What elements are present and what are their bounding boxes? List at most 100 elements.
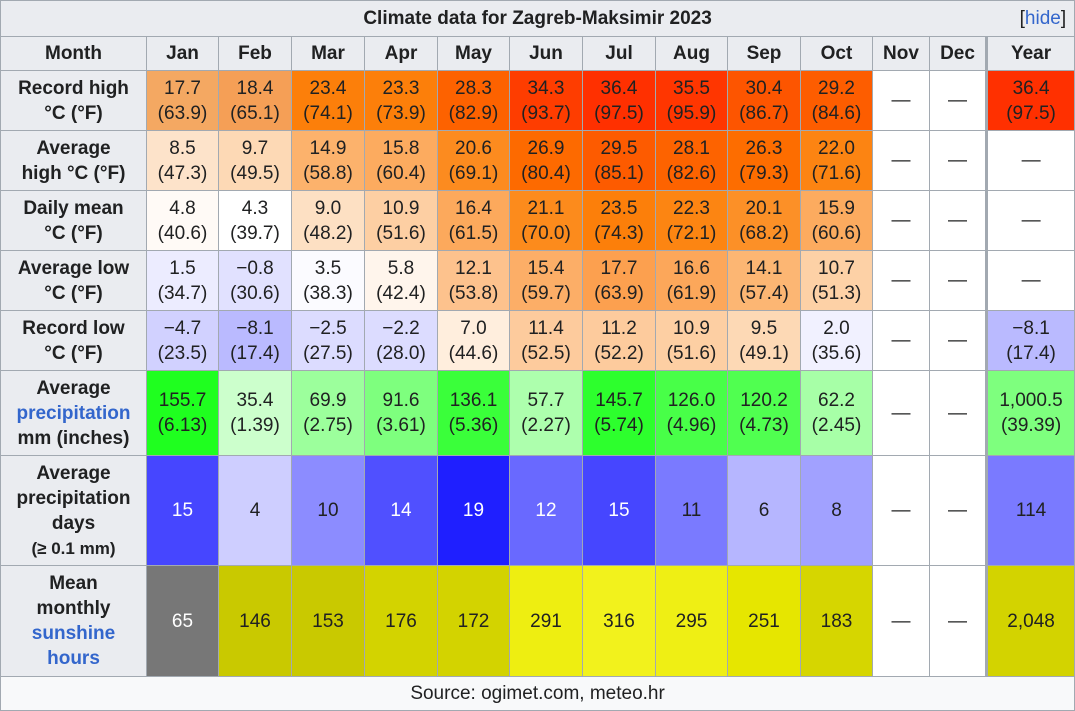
cell-value-secondary: (61.9): [666, 282, 717, 304]
row-record-high: Record high °C (°F) 17.7 (63.9) 18.4 (65.1) 23…: [0, 70, 1075, 131]
row-label-line: Record low: [22, 317, 125, 339]
row-label-link[interactable]: precipitation: [16, 402, 131, 424]
cell-average-high-mar: 14.9 (58.8): [291, 130, 365, 191]
cell-value-secondary: (58.8): [303, 162, 353, 184]
cell-value: 1,000.5: [999, 390, 1063, 411]
cell-average-precipitation-may: 136.1 (5.36): [437, 370, 510, 456]
cell-value: 14: [390, 500, 412, 521]
cell-value: 145.7: [595, 390, 643, 411]
cell-record-low-jan: −4.7 (23.5): [146, 310, 219, 371]
cell-daily-mean-may: 16.4 (61.5): [437, 190, 510, 251]
cell-value: —: [891, 270, 911, 291]
cell-average-precipitation-oct: 62.2 (2.45): [800, 370, 873, 456]
year-column-header: Year: [984, 36, 1075, 71]
month-header-mar: Mar: [291, 36, 365, 71]
cell-average-precipitation-mar: 69.9 (2.75): [291, 370, 365, 456]
row-label-line: Record high: [18, 77, 129, 99]
row-label-line: monthly: [36, 598, 111, 619]
month-header-aug: Aug: [655, 36, 728, 71]
hide-toggle[interactable]: [hide]: [1019, 8, 1067, 29]
cell-value: −2.2: [382, 317, 420, 339]
row-label-average-high: Average high °C (°F): [0, 130, 147, 191]
cell-value: 20.1: [745, 197, 783, 219]
month-header-jun: Jun: [509, 36, 583, 71]
cell-average-low-may: 12.1 (53.8): [437, 250, 510, 311]
row-label-line: days: [51, 512, 96, 534]
cell-record-high-may: 28.3 (82.9): [437, 70, 510, 131]
cell-value: —: [948, 610, 967, 632]
hide-link[interactable]: hide: [1024, 8, 1061, 29]
cell-mean-monthly-sunshine-hours-apr: 176: [364, 565, 438, 677]
cell-value: −8.1: [236, 317, 274, 339]
cell-value-secondary: (69.1): [448, 162, 499, 184]
cell-value: 30.4: [745, 77, 783, 99]
cell-value: 291: [530, 610, 562, 632]
cell-value: 120.2: [740, 390, 788, 411]
row-label-average-precipitation-days: Average precipitation days (≥ 0.1 mm): [0, 455, 147, 566]
cell-value: —: [891, 330, 911, 351]
cell-value-secondary: (95.9): [666, 102, 717, 124]
month-header-may: May: [437, 36, 510, 71]
cell-value-secondary: (51.3): [811, 282, 862, 304]
cell-average-precipitation-days-may: 19: [437, 455, 510, 566]
cell-value: 8.5: [169, 137, 196, 159]
cell-value: 3.5: [314, 257, 342, 279]
cell-average-precipitation-sep: 120.2 (4.73): [727, 370, 801, 456]
cell-value-secondary: (38.3): [303, 282, 353, 304]
cell-value-secondary: (23.5): [157, 342, 208, 364]
cell-value-secondary: (17.4): [1006, 342, 1056, 364]
cell-value: —: [1021, 270, 1041, 291]
cell-average-high-year: —: [984, 130, 1075, 191]
month-header-jan: Jan: [146, 36, 219, 71]
month-header-apr: Apr: [364, 36, 438, 71]
row-label-line: °C (°F): [44, 102, 103, 124]
cell-value-secondary: (3.61): [376, 415, 426, 436]
cell-value: 28.3: [455, 77, 492, 99]
cell-value: 11.2: [601, 317, 637, 339]
cell-value-secondary: (60.6): [811, 222, 862, 244]
row-label-link[interactable]: hours: [47, 648, 100, 669]
cell-value: —: [891, 610, 911, 632]
cell-value-secondary: (70.0): [521, 222, 571, 244]
row-label-line: precipitation: [16, 487, 131, 509]
row-label-line: mm (inches): [17, 427, 130, 449]
header-row: Month Jan Feb Mar Apr May Jun Jul Aug Sep Oct Nov D…: [0, 36, 1075, 71]
row-record-low: Record low °C (°F) −4.7 (23.5) −8.1 (17.4) −2.…: [0, 310, 1075, 371]
cell-value-secondary: (4.73): [739, 415, 789, 436]
cell-value: 12.1: [455, 257, 492, 279]
cell-value: 23.4: [309, 77, 347, 99]
cell-value: −0.8: [236, 257, 274, 279]
cell-value: 9.5: [750, 317, 778, 339]
cell-value: 23.3: [382, 77, 420, 99]
cell-value: —: [948, 150, 967, 171]
cell-value: 16.6: [673, 257, 710, 279]
cell-value-secondary: (52.2): [594, 342, 644, 364]
cell-value: 21.1: [527, 197, 565, 219]
row-label-line: Average: [36, 462, 111, 484]
cell-daily-mean-apr: 10.9 (51.6): [364, 190, 438, 251]
cell-record-low-apr: −2.2 (28.0): [364, 310, 438, 371]
cell-value-secondary: (51.6): [666, 342, 717, 364]
cell-value: 136.1: [449, 390, 498, 411]
cell-average-low-mar: 3.5 (38.3): [291, 250, 365, 311]
cell-value: 10.7: [818, 257, 855, 279]
cell-mean-monthly-sunshine-hours-dec: —: [929, 565, 987, 677]
cell-value-secondary: (35.6): [811, 342, 862, 364]
cell-average-precipitation-days-apr: 14: [364, 455, 438, 566]
cell-average-low-feb: −0.8 (30.6): [218, 250, 292, 311]
cell-average-precipitation-apr: 91.6 (3.61): [364, 370, 438, 456]
row-average-precipitation: Average precipitation mm (inches) 155.7 (6.1…: [0, 370, 1075, 456]
cell-value: 10: [317, 500, 339, 521]
row-label-link[interactable]: sunshine: [31, 623, 116, 644]
cell-value: 22.0: [818, 137, 855, 159]
cell-average-low-jul: 17.7 (63.9): [582, 250, 656, 311]
cell-value-secondary: (79.3): [739, 162, 789, 184]
cell-value: —: [891, 402, 911, 424]
cell-value: 62.2: [818, 390, 855, 411]
cell-value: 16.4: [455, 197, 492, 219]
cell-value: 26.9: [527, 137, 565, 159]
cell-record-high-feb: 18.4 (65.1): [218, 70, 292, 131]
cell-value: 9.0: [314, 197, 342, 219]
cell-value: 57.7: [527, 390, 565, 411]
source-note: Source: ogimet.com, meteo.hr: [0, 676, 1075, 711]
